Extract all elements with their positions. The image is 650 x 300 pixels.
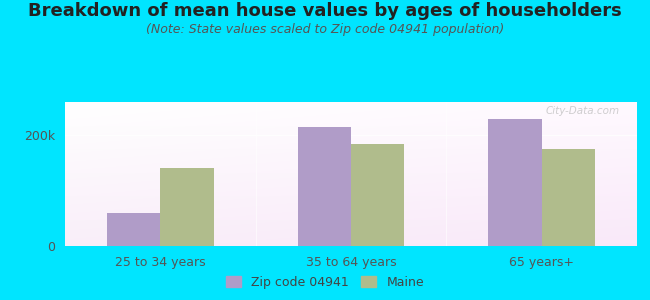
Text: Breakdown of mean house values by ages of householders: Breakdown of mean house values by ages o… <box>28 2 622 20</box>
Text: City-Data.com: City-Data.com <box>546 106 620 116</box>
Bar <box>298 127 351 246</box>
Bar <box>107 213 161 246</box>
Bar <box>161 169 214 246</box>
Text: (Note: State values scaled to Zip code 04941 population): (Note: State values scaled to Zip code 0… <box>146 22 504 35</box>
Bar <box>351 143 404 246</box>
Bar <box>488 118 541 246</box>
Bar <box>541 149 595 246</box>
Legend: Zip code 04941, Maine: Zip code 04941, Maine <box>221 271 429 294</box>
